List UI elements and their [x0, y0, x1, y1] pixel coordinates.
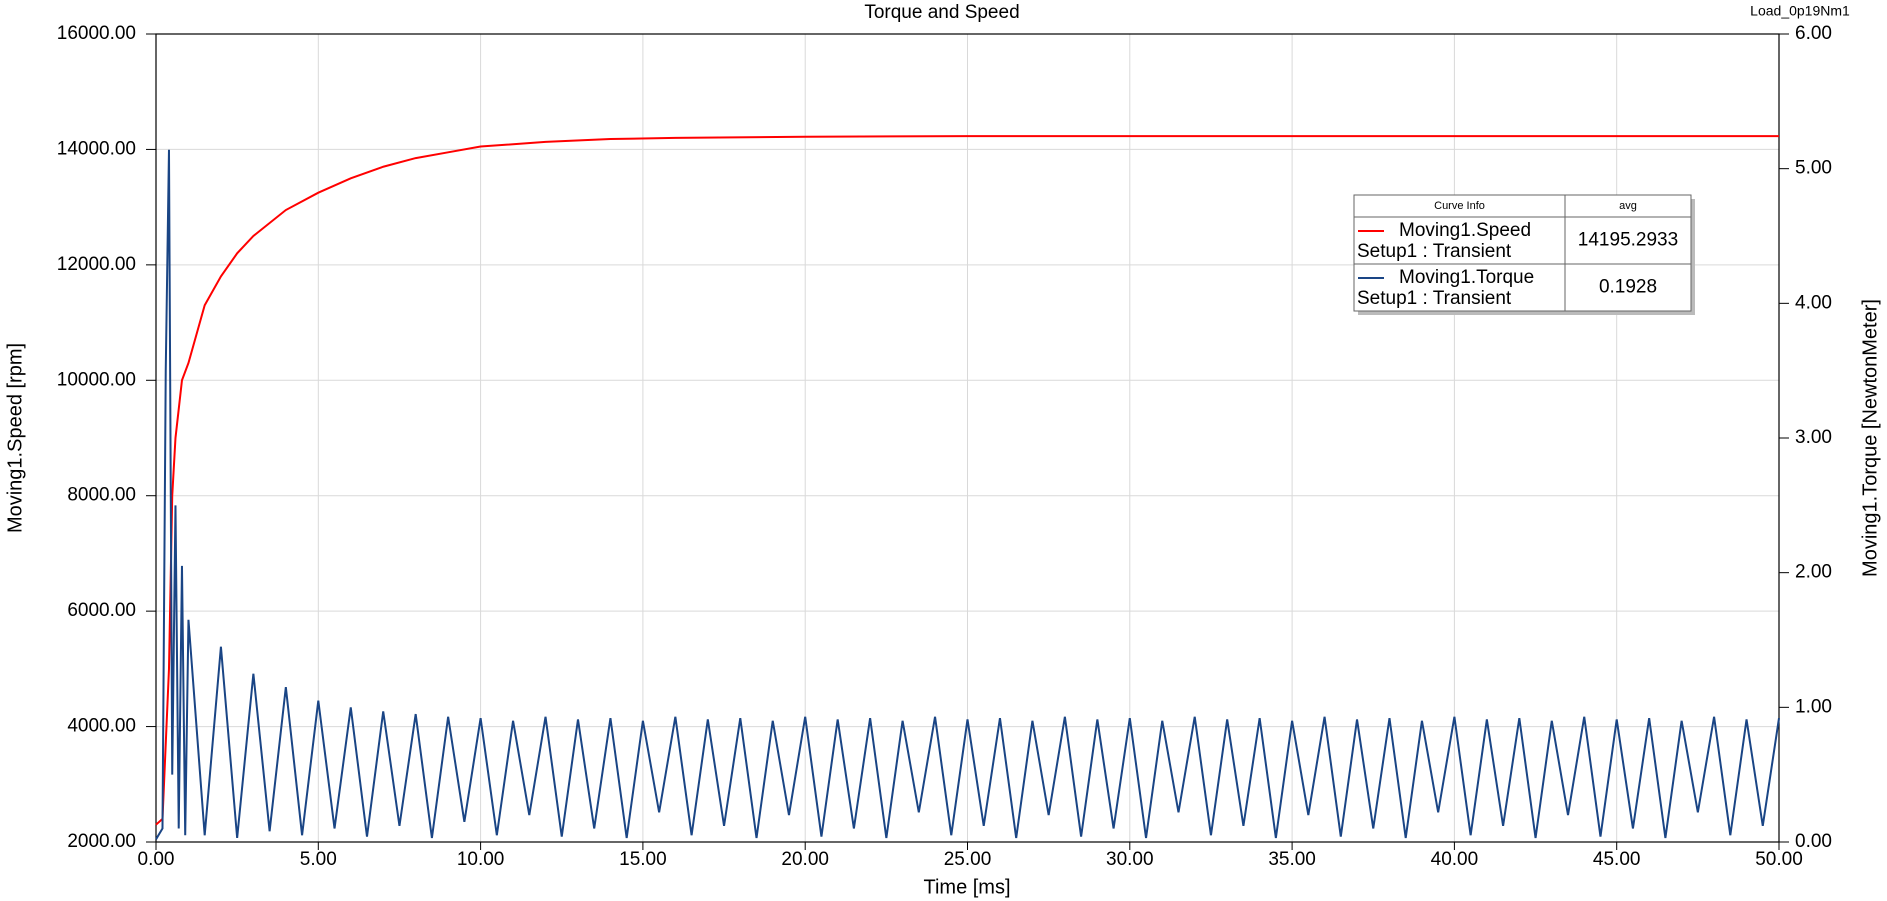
legend-name: Moving1.Torque	[1399, 267, 1534, 288]
x-tick-label: 40.00	[1431, 849, 1479, 870]
legend-box	[1353, 194, 1692, 312]
x-tick-label: 30.00	[1106, 849, 1154, 870]
legend-setup: Setup1 : Transient	[1357, 241, 1512, 262]
y-tick-label: 8000.00	[67, 485, 136, 506]
y-tick-label: 2000.00	[67, 831, 136, 852]
x-tick-label: 0.00	[138, 849, 175, 870]
y-tick-label: 12000.00	[57, 254, 136, 275]
chart-title: Torque and Speed	[864, 2, 1019, 23]
plot-frame	[155, 33, 1780, 843]
x-axis-label: Time [ms]	[923, 876, 1010, 898]
legend-header: Curve Info	[1434, 200, 1485, 212]
y-tick-label: 10000.00	[57, 369, 136, 390]
x-tick-label: 25.00	[944, 849, 992, 870]
x-tick-label: 5.00	[300, 849, 337, 870]
y2-tick-label: 2.00	[1795, 562, 1832, 583]
y2-tick-label: 4.00	[1795, 292, 1832, 313]
series-line	[155, 135, 1779, 826]
x-tick-label: 35.00	[1268, 849, 1316, 870]
y2-axis-label: Moving1.Torque [NewtonMeter]	[1859, 299, 1881, 577]
legend-header: avg	[1619, 200, 1637, 212]
y2-tick-label: 6.00	[1795, 23, 1832, 44]
x-tick-label: 15.00	[619, 849, 667, 870]
legend-setup: Setup1 : Transient	[1357, 288, 1512, 309]
y2-tick-label: 1.00	[1795, 696, 1832, 717]
legend-avg: 14195.2933	[1578, 230, 1678, 251]
y-tick-label: 14000.00	[57, 138, 136, 159]
corner-label: Load_0p19Nm1	[1750, 3, 1850, 19]
x-tick-label: 45.00	[1593, 849, 1641, 870]
x-tick-label: 10.00	[457, 849, 505, 870]
legend-name: Moving1.Speed	[1399, 220, 1531, 241]
y2-tick-label: 0.00	[1795, 831, 1832, 852]
y-tick-label: 6000.00	[67, 600, 136, 621]
y-axis-label: Moving1.Speed [rpm]	[4, 343, 26, 533]
series-line	[155, 149, 1780, 840]
y2-tick-label: 3.00	[1795, 427, 1832, 448]
y-tick-label: 16000.00	[57, 23, 136, 44]
y2-tick-label: 5.00	[1795, 158, 1832, 179]
x-tick-label: 20.00	[781, 849, 829, 870]
x-tick-label: 50.00	[1755, 849, 1803, 870]
y-tick-label: 4000.00	[67, 716, 136, 737]
legend-avg: 0.1928	[1599, 277, 1657, 298]
